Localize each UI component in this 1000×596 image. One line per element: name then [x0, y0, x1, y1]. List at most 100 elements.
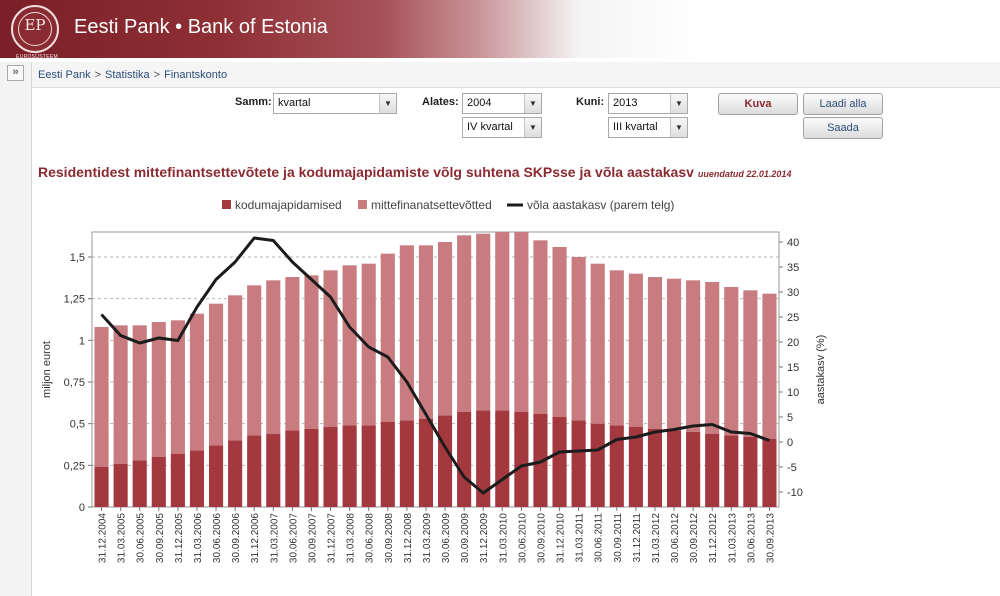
bar-mittefinantsettevotted	[609, 270, 624, 426]
y-tick-label: 1,25	[64, 294, 85, 306]
breadcrumb-eesti-pank[interactable]: Eesti Pank	[38, 69, 91, 81]
bar-kodumajapidamised	[552, 417, 567, 507]
bar-kodumajapidamised	[132, 460, 147, 507]
x-tick-label: 31.03.2012	[651, 513, 662, 563]
bar-mittefinantsettevotted	[170, 320, 185, 454]
laadi-alla-button[interactable]: Laadi alla	[803, 93, 883, 115]
logo-ring	[18, 12, 52, 46]
breadcrumb-separator: >	[94, 69, 102, 81]
x-tick-label: 31.12.2011	[632, 513, 643, 563]
x-tick-label: 30.09.2005	[155, 513, 166, 563]
x-tick-label: 31.12.2006	[250, 513, 261, 563]
x-tick-label: 30.06.2007	[288, 513, 299, 563]
bar-kodumajapidamised	[304, 428, 319, 507]
kuni-quarter-select[interactable]: III kvartal ▼	[608, 117, 688, 138]
x-tick-label: 30.09.2008	[384, 513, 395, 563]
bar-kodumajapidamised	[285, 430, 300, 507]
y2-axis-label: aastakasv (%)	[815, 335, 827, 405]
bar-mittefinantsettevotted	[533, 240, 548, 414]
chevron-down-icon: ▼	[524, 94, 541, 113]
bar-mittefinantsettevotted	[590, 263, 605, 424]
x-tick-label: 30.09.2010	[536, 513, 547, 563]
y2-tick-label: 5	[787, 412, 793, 424]
legend-label-kodumajapidamised: kodumajapidamised	[235, 198, 342, 212]
alates-year-select[interactable]: 2004 ▼	[462, 93, 542, 114]
x-tick-label: 30.06.2010	[517, 513, 528, 563]
bar-mittefinantsettevotted	[247, 285, 262, 436]
bar-mittefinantsettevotted	[399, 245, 414, 421]
y-tick-label: 1,5	[70, 252, 85, 264]
y-tick-label: 0,25	[64, 460, 85, 472]
bar-kodumajapidamised	[113, 463, 128, 507]
bank-logo[interactable]: EP EUROSÜSTEEM	[11, 5, 59, 60]
bar-mittefinantsettevotted	[743, 290, 758, 437]
bar-mittefinantsettevotted	[228, 295, 243, 441]
bar-mittefinantsettevotted	[457, 235, 472, 412]
chevron-down-icon: ▼	[524, 118, 541, 137]
bar-kodumajapidamised	[323, 427, 338, 507]
bar-kodumajapidamised	[418, 418, 434, 507]
breadcrumb-finantskonto[interactable]: Finantskonto	[164, 69, 228, 81]
bar-mittefinantsettevotted	[686, 280, 701, 432]
bar-mittefinantsettevotted	[380, 253, 395, 422]
logo-mark: EP	[24, 16, 46, 34]
bar-mittefinantsettevotted	[151, 322, 166, 457]
bar-kodumajapidamised	[151, 457, 166, 507]
site-header: EP EUROSÜSTEEM Eesti Pank • Bank of Esto…	[0, 0, 1000, 60]
x-tick-label: 31.03.2005	[117, 513, 128, 563]
legend-swatch-kodumajapidamised	[222, 200, 231, 209]
x-tick-label: 31.03.2010	[498, 513, 509, 563]
y2-tick-label: 25	[787, 312, 799, 324]
x-tick-label: 31.12.2004	[98, 513, 109, 563]
bar-kodumajapidamised	[476, 410, 491, 507]
bar-kodumajapidamised	[399, 420, 414, 507]
x-tick-label: 30.06.2006	[212, 513, 223, 563]
bar-kodumajapidamised	[228, 440, 243, 507]
x-tick-label: 30.09.2009	[460, 513, 471, 563]
breadcrumb-separator: >	[153, 69, 161, 81]
y2-tick-label: 20	[787, 337, 799, 349]
bar-mittefinantsettevotted	[571, 257, 586, 421]
bar-kodumajapidamised	[666, 430, 682, 507]
y-axis-label: miljon eurot	[41, 341, 53, 398]
bar-mittefinantsettevotted	[514, 232, 529, 412]
bar-kodumajapidamised	[247, 435, 262, 507]
chart-title: Residentidest mittefinantsettevõtete ja …	[38, 164, 791, 180]
y-tick-label: 0,5	[70, 419, 85, 431]
breadcrumb-statistika[interactable]: Statistika	[105, 69, 150, 81]
legend-swatch-mittefinantsettevotted	[358, 200, 367, 209]
logo-caption: EUROSÜSTEEM	[16, 54, 58, 60]
saada-button[interactable]: Saada	[803, 117, 883, 139]
bar-mittefinantsettevotted	[285, 277, 300, 431]
legend-label-vola-aastakasv: võla aastakasv (parem telg)	[527, 198, 674, 212]
bar-mittefinantsettevotted	[418, 245, 434, 419]
bar-kodumajapidamised	[628, 427, 643, 507]
site-title[interactable]: Eesti Pank • Bank of Estonia	[74, 16, 328, 38]
x-tick-label: 31.03.2008	[346, 513, 357, 563]
alates-quarter-value: IV kvartal	[467, 121, 513, 133]
bar-kodumajapidamised	[266, 433, 281, 507]
alates-quarter-select[interactable]: IV kvartal ▼	[462, 117, 542, 138]
x-tick-label: 30.06.2013	[746, 513, 757, 563]
samm-label: Samm:	[235, 96, 272, 108]
x-tick-label: 30.06.2005	[136, 513, 147, 563]
expand-sidebar-icon[interactable]: »	[7, 65, 24, 81]
bar-mittefinantsettevotted	[476, 233, 491, 411]
bar-mittefinantsettevotted	[762, 293, 777, 439]
bar-mittefinantsettevotted	[342, 265, 357, 426]
bar-mittefinantsettevotted	[323, 270, 338, 427]
chart-title-text: Residentidest mittefinantsettevõtete ja …	[38, 164, 694, 180]
bar-mittefinantsettevotted	[724, 287, 739, 436]
x-tick-label: 31.03.2009	[422, 513, 433, 563]
x-tick-label: 30.06.2011	[594, 513, 605, 563]
x-tick-label: 31.03.2007	[269, 513, 280, 563]
samm-select[interactable]: kvartal ▼	[273, 93, 397, 114]
y2-tick-label: -5	[787, 462, 797, 474]
kuva-button[interactable]: Kuva	[718, 93, 798, 115]
x-tick-label: 30.09.2006	[231, 513, 242, 563]
bar-mittefinantsettevotted	[208, 303, 224, 446]
kuni-year-select[interactable]: 2013 ▼	[608, 93, 688, 114]
x-tick-label: 30.09.2011	[613, 513, 624, 563]
bar-kodumajapidamised	[189, 450, 205, 507]
bar-kodumajapidamised	[380, 422, 395, 507]
